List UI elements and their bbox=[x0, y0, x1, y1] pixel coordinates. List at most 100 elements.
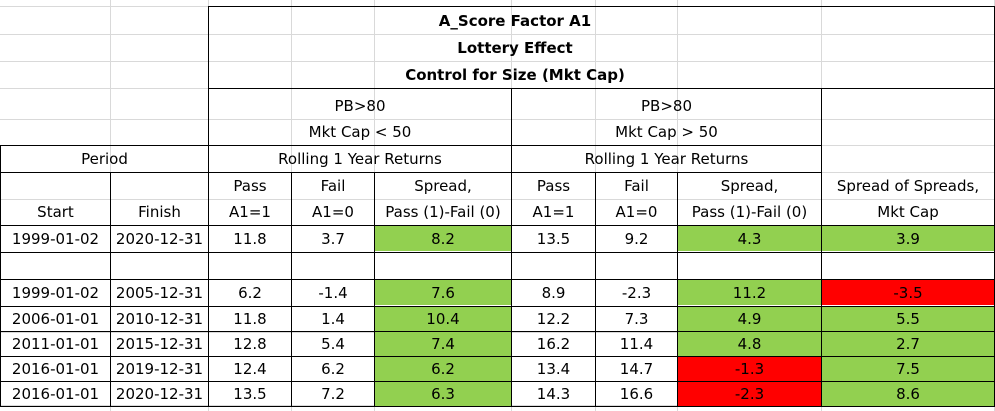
spread-1-cell: 10.4 bbox=[375, 307, 511, 331]
spacer-cell bbox=[1, 253, 208, 279]
fail-2-cell: 16.6 bbox=[619, 385, 654, 403]
spacer-cell bbox=[375, 253, 511, 279]
finish-cell: 2019-12-31 bbox=[115, 360, 204, 378]
border-h bbox=[0, 306, 995, 307]
header-pass-1-top: Pass bbox=[233, 177, 267, 195]
fail-1-cell: 7.2 bbox=[321, 385, 345, 403]
pass-2-cell: 14.3 bbox=[536, 385, 571, 403]
fail-1-cell: -1.4 bbox=[318, 283, 348, 302]
spread-1-cell: 6.2 bbox=[375, 357, 511, 381]
header-spread-2-bottom: Pass (1)-Fail (0) bbox=[691, 202, 808, 221]
spread-2-cell: 4.3 bbox=[678, 226, 821, 251]
header-sos-bottom: Mkt Cap bbox=[877, 202, 939, 221]
spread-of-spreads-cell: 3.9 bbox=[822, 226, 994, 251]
start-cell: 2016-01-01 bbox=[11, 385, 100, 403]
pass-2-cell: 8.9 bbox=[541, 283, 566, 302]
border-v bbox=[677, 172, 678, 406]
spacer-cell bbox=[678, 253, 821, 279]
border-h bbox=[0, 145, 821, 146]
fail-1-cell: 1.4 bbox=[321, 310, 345, 328]
border-h bbox=[208, 172, 821, 173]
spread-2-cell: 11.2 bbox=[678, 280, 821, 305]
pass-2-cell: 12.2 bbox=[536, 310, 571, 328]
group1-mktcap-label: Mkt Cap < 50 bbox=[308, 123, 412, 141]
border-h bbox=[208, 6, 995, 7]
header-spread-1-bottom: Pass (1)-Fail (0) bbox=[385, 202, 501, 221]
spacer-cell bbox=[512, 253, 677, 279]
start-cell: 2016-01-01 bbox=[11, 360, 100, 378]
header-spread-2-top: Spread, bbox=[720, 177, 779, 195]
header-fail-2-bottom: A1=0 bbox=[615, 202, 658, 221]
fail-2-cell: 14.7 bbox=[619, 360, 654, 378]
group2-mktcap-label: Mkt Cap > 50 bbox=[615, 123, 718, 141]
finish-cell: 2015-12-31 bbox=[115, 335, 204, 353]
border-h bbox=[208, 88, 995, 89]
fail-1-cell: 3.7 bbox=[321, 229, 345, 248]
border-h bbox=[0, 406, 995, 407]
spread-of-spreads-cell: 2.7 bbox=[822, 332, 994, 356]
group1-pb-label: PB>80 bbox=[334, 97, 386, 115]
pass-1-cell: 11.8 bbox=[233, 229, 267, 248]
pass-2-cell: 16.2 bbox=[536, 335, 571, 353]
spread-2-cell: -1.3 bbox=[678, 357, 821, 381]
table-title-line-3: Control for Size (Mkt Cap) bbox=[405, 66, 625, 84]
spread-2-cell: -2.3 bbox=[678, 382, 821, 406]
border-h bbox=[0, 356, 995, 357]
finish-cell: 2020-12-31 bbox=[115, 229, 204, 248]
spread-1-cell: 7.6 bbox=[375, 280, 511, 305]
border-v bbox=[374, 172, 375, 406]
start-cell: 2006-01-01 bbox=[11, 310, 100, 328]
spread-1-cell: 6.3 bbox=[375, 382, 511, 406]
header-pass-2-bottom: A1=1 bbox=[532, 202, 575, 221]
start-cell: 1999-01-02 bbox=[11, 283, 100, 302]
table-title-line-1: A_Score Factor A1 bbox=[438, 11, 592, 30]
pass-1-cell: 13.5 bbox=[233, 385, 267, 403]
header-pass-2-top: Pass bbox=[536, 177, 571, 195]
header-spread-1-top: Spread, bbox=[414, 177, 472, 195]
spread-of-spreads-cell: 5.5 bbox=[822, 307, 994, 331]
pass-1-cell: 6.2 bbox=[238, 283, 262, 302]
border-h bbox=[0, 381, 995, 382]
pass-2-cell: 13.4 bbox=[536, 360, 571, 378]
group2-returns-label: Rolling 1 Year Returns bbox=[584, 150, 749, 168]
border-h bbox=[0, 225, 995, 226]
pass-1-cell: 11.8 bbox=[233, 310, 267, 328]
border-h bbox=[0, 331, 995, 332]
fail-2-cell: 11.4 bbox=[619, 335, 654, 353]
border-v bbox=[110, 172, 111, 406]
start-cell: 2011-01-01 bbox=[11, 335, 100, 353]
border-h bbox=[0, 172, 208, 173]
period-label: Period bbox=[81, 150, 128, 168]
fail-1-cell: 5.4 bbox=[321, 335, 345, 353]
header-pass-1-bottom: A1=1 bbox=[229, 202, 271, 221]
border-v bbox=[0, 145, 1, 406]
spread-2-cell: 4.8 bbox=[678, 332, 821, 356]
border-v bbox=[291, 172, 292, 406]
pass-2-cell: 13.5 bbox=[536, 229, 571, 248]
finish-cell: 2010-12-31 bbox=[115, 310, 204, 328]
pass-1-cell: 12.8 bbox=[233, 335, 267, 353]
table-title-line-2: Lottery Effect bbox=[457, 39, 573, 57]
border-v bbox=[595, 172, 596, 406]
border-v bbox=[511, 88, 512, 406]
group2-pb-label: PB>80 bbox=[641, 97, 692, 115]
spacer-cell bbox=[822, 253, 994, 279]
fail-2-cell: -2.3 bbox=[621, 283, 652, 302]
finish-cell: 2020-12-31 bbox=[115, 385, 204, 403]
spread-1-cell: 8.2 bbox=[375, 226, 511, 251]
spread-of-spreads-cell: 7.5 bbox=[822, 357, 994, 381]
fail-2-cell: 9.2 bbox=[624, 229, 649, 248]
start-cell: 1999-01-02 bbox=[11, 229, 100, 248]
border-v bbox=[208, 6, 209, 406]
header-fail-2-top: Fail bbox=[624, 177, 649, 195]
pass-1-cell: 12.4 bbox=[233, 360, 267, 378]
header-start: Start bbox=[37, 202, 74, 221]
group1-returns-label: Rolling 1 Year Returns bbox=[278, 150, 442, 168]
spread-2-cell: 4.9 bbox=[678, 307, 821, 331]
fail-2-cell: 7.3 bbox=[624, 310, 649, 328]
header-sos-top: Spread of Spreads, bbox=[836, 177, 980, 195]
border-v bbox=[821, 88, 822, 406]
spread-of-spreads-cell: -3.5 bbox=[822, 280, 994, 305]
border-h bbox=[0, 252, 995, 253]
finish-cell: 2005-12-31 bbox=[115, 283, 204, 302]
